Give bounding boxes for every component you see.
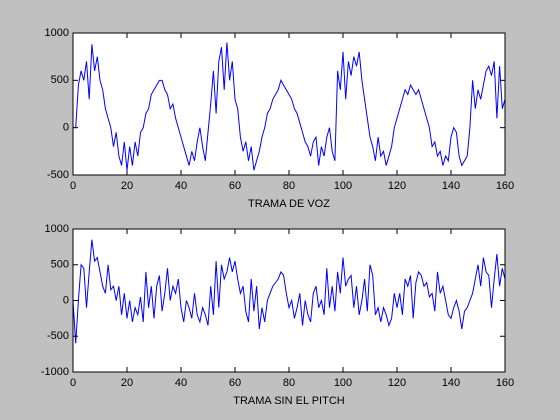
x-tick-label: 40 bbox=[175, 377, 187, 389]
x-tick-label: 80 bbox=[283, 180, 295, 192]
x-tick-label: 100 bbox=[334, 180, 352, 192]
y-tick-label: 500 bbox=[51, 74, 69, 86]
y-tick-label: 1000 bbox=[45, 223, 69, 235]
data-line bbox=[73, 42, 506, 171]
x-tick-label: 20 bbox=[121, 180, 133, 192]
x-tick-label: 0 bbox=[70, 377, 76, 389]
y-tick-label: -1000 bbox=[41, 366, 69, 378]
x-tick-label: 160 bbox=[496, 377, 514, 389]
y-tick-label: 1000 bbox=[45, 27, 69, 39]
x-axis-label: TRAMA SIN EL PITCH bbox=[233, 395, 345, 407]
x-tick-label: 140 bbox=[442, 180, 460, 192]
plot-area bbox=[73, 33, 505, 175]
plot-area bbox=[73, 229, 505, 372]
x-tick-label: 120 bbox=[388, 377, 406, 389]
x-tick-label: 40 bbox=[175, 180, 187, 192]
x-tick-label: 20 bbox=[121, 377, 133, 389]
x-tick-label: 0 bbox=[70, 180, 76, 192]
x-tick-label: 100 bbox=[334, 377, 352, 389]
y-tick-label: 500 bbox=[51, 259, 69, 271]
data-line bbox=[72, 239, 506, 344]
y-tick-label: 0 bbox=[63, 122, 69, 134]
x-tick-label: 60 bbox=[229, 377, 241, 389]
y-tick-label: 0 bbox=[63, 294, 69, 306]
x-tick-label: 140 bbox=[442, 377, 460, 389]
x-axis-label: TRAMA DE VOZ bbox=[248, 198, 330, 210]
y-tick-label: -500 bbox=[47, 169, 69, 181]
x-tick-label: 80 bbox=[283, 377, 295, 389]
x-tick-label: 60 bbox=[229, 180, 241, 192]
y-tick-label: -500 bbox=[47, 330, 69, 342]
x-tick-label: 160 bbox=[496, 180, 514, 192]
x-tick-label: 120 bbox=[388, 180, 406, 192]
